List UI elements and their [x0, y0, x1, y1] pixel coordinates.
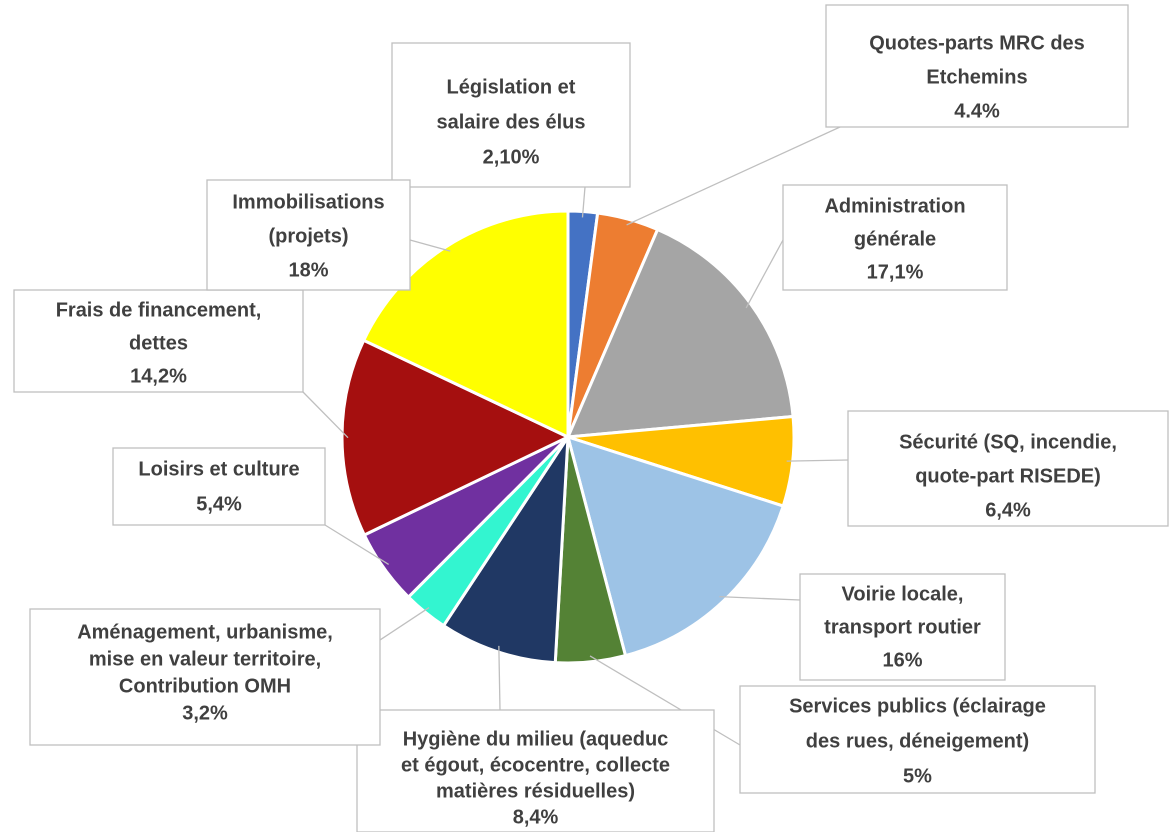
slice-value-label: 3,2% — [182, 702, 228, 724]
slice-label: des rues, déneigement) — [806, 730, 1029, 752]
leader-line — [498, 645, 501, 711]
leader-line — [626, 126, 841, 226]
leader-line — [302, 391, 349, 439]
slice-value-label: 5% — [903, 765, 932, 787]
pie — [340, 209, 796, 665]
slice-value-label: 17,1% — [867, 261, 924, 283]
label-box — [13, 289, 304, 393]
leader-line — [589, 655, 741, 746]
label-box — [847, 410, 1169, 527]
label-box — [739, 685, 1096, 794]
slice-label: (projets) — [269, 225, 349, 247]
slice-label: et égout, écocentre, collecte — [401, 754, 670, 776]
slice-value-label: 2,10% — [483, 146, 540, 168]
pie-slice — [565, 227, 795, 439]
leader-line — [379, 607, 430, 641]
slice-value-label: 5,4% — [196, 493, 242, 515]
pie-slice — [361, 209, 570, 440]
label-box — [825, 4, 1129, 128]
leader-line — [786, 459, 849, 462]
slice-label: Services publics (éclairage — [789, 695, 1046, 717]
slice-label: Aménagement, urbanisme, — [77, 621, 333, 643]
slice-label: Quotes-parts MRC des — [869, 32, 1085, 54]
pie-slice — [340, 338, 572, 537]
label-box — [356, 709, 715, 832]
leader-line — [719, 596, 801, 601]
slice-value-label: 4.4% — [954, 100, 1000, 122]
slice-label: quote-part RISEDE) — [915, 465, 1101, 487]
slice-label: Etchemins — [926, 66, 1027, 88]
leader-line — [581, 186, 586, 218]
slice-label: mise en valeur territoire, — [89, 648, 321, 670]
slice-label: Frais de financement, — [56, 299, 262, 321]
label-box — [206, 179, 411, 291]
slice-label: Immobilisations — [232, 191, 384, 213]
label-box — [799, 573, 1006, 681]
slice-label: Législation et — [447, 76, 576, 98]
slice-label: Voirie locale, — [842, 583, 964, 605]
slice-value-label: 16% — [882, 649, 922, 671]
slice-label: Sécurité (SQ, incendie, — [899, 431, 1117, 453]
label-box — [112, 447, 326, 526]
label-box — [782, 184, 1008, 291]
slice-value-label: 8,4% — [513, 806, 559, 828]
slice-label: générale — [854, 228, 936, 250]
label-box — [29, 608, 381, 746]
labels: Législation et salaire des élus 2,10% Quote… — [13, 4, 1169, 832]
slice-value-label: 14,2% — [130, 365, 187, 387]
leader-line — [324, 524, 389, 565]
slice-label: dettes — [129, 332, 188, 354]
label-box — [391, 42, 631, 188]
pie-slice — [441, 431, 570, 665]
slice-label: salaire des élus — [437, 111, 586, 133]
pie-slice — [565, 434, 786, 658]
slice-label: Loisirs et culture — [138, 458, 299, 480]
slice-value-label: 18% — [288, 259, 328, 281]
slice-value-label: 6,4% — [985, 499, 1031, 521]
slice-label: Administration — [824, 195, 965, 217]
slice-label: Contribution OMH — [119, 675, 291, 697]
slice-label: Hygiène du milieu (aqueduc — [403, 728, 669, 750]
leader-line — [409, 239, 451, 252]
slice-label: matières résiduelles) — [436, 780, 635, 802]
leader-line — [745, 239, 784, 309]
slice-label: transport routier — [824, 616, 981, 638]
